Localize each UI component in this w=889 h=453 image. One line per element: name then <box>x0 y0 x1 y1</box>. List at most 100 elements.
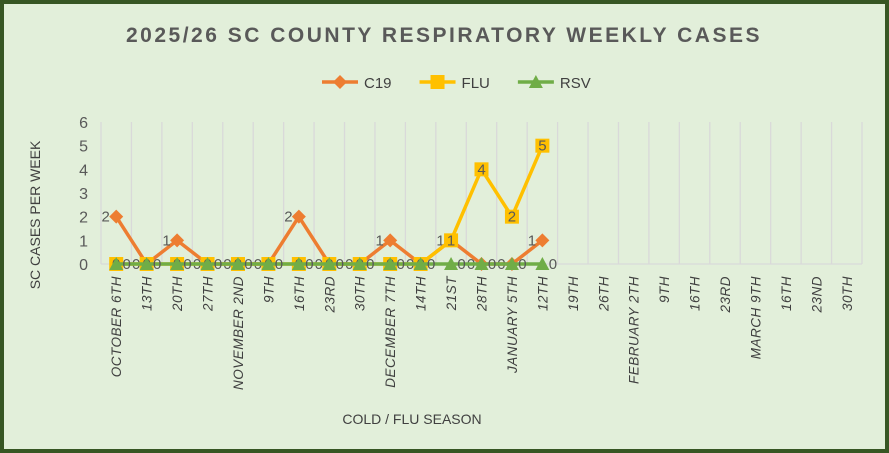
data-label: 1 <box>447 232 455 249</box>
y-tick-label: 1 <box>79 233 88 250</box>
legend-item-flu: FLU <box>419 75 490 92</box>
data-label: 0 <box>366 256 374 273</box>
y-tick-label: 4 <box>79 162 88 179</box>
data-label: 0 <box>305 256 313 273</box>
data-label: 1 <box>528 232 536 249</box>
x-tick-label: 21ST <box>444 275 459 312</box>
x-tick-label: 9TH <box>657 276 672 303</box>
x-axis-title: COLD / FLU SEASON <box>342 411 481 427</box>
x-tick-label: 9TH <box>261 276 276 303</box>
x-tick-label: 23RD <box>718 276 733 314</box>
data-point-marker <box>535 257 550 270</box>
x-tick-label: 27TH <box>201 276 216 312</box>
data-point-marker <box>535 233 550 248</box>
x-tick-label: 20TH <box>170 276 185 312</box>
y-tick-label: 6 <box>79 115 88 132</box>
legend-marker-diamond-icon <box>333 75 347 89</box>
data-point-marker <box>535 138 550 153</box>
data-point-marker <box>504 257 519 270</box>
chart-title: 2025/26 SC COUNTY RESPIRATORY WEEKLY CAS… <box>126 24 762 47</box>
data-point-marker <box>352 257 367 270</box>
data-label: 0 <box>183 256 191 273</box>
data-point-marker <box>200 257 215 270</box>
data-point-marker <box>413 257 428 270</box>
data-label: 2 <box>508 209 516 226</box>
x-tick-label: JANUARY 5TH <box>505 276 520 374</box>
x-tick-label: 30TH <box>353 276 368 311</box>
data-point-marker <box>383 257 398 270</box>
legend-label: RSV <box>560 75 591 92</box>
data-point-marker <box>291 209 306 224</box>
x-tick-label: 16TH <box>779 276 794 311</box>
data-label: 0 <box>336 256 344 273</box>
series-flu: 000000000001425 <box>109 138 550 273</box>
data-label: 0 <box>457 256 465 273</box>
y-axis-title: SC CASES PER WEEK <box>27 140 43 289</box>
data-label: 0 <box>549 256 557 273</box>
data-point-marker <box>291 257 306 270</box>
data-label: 0 <box>123 256 131 273</box>
y-tick-label: 3 <box>79 186 88 203</box>
legend-marker-square-icon <box>430 75 445 89</box>
x-tick-label: NOVEMBER 2ND <box>231 276 246 390</box>
x-tick-label: 30TH <box>840 276 855 311</box>
data-point-marker <box>444 233 459 248</box>
data-point-marker <box>109 257 124 270</box>
legend-label: C19 <box>364 75 392 92</box>
legend-marker-triangle-icon <box>528 75 543 88</box>
data-point-marker <box>474 162 489 177</box>
data-label: 1 <box>376 232 384 249</box>
data-label: 0 <box>397 256 405 273</box>
data-point-marker <box>504 209 519 224</box>
y-axis-ticks: 0 1 2 3 4 5 6 <box>79 115 88 274</box>
y-tick-label: 5 <box>79 139 88 156</box>
y-tick-label: 2 <box>79 210 88 227</box>
data-label: 0 <box>427 256 435 273</box>
data-label: 2 <box>284 209 292 226</box>
data-point-marker <box>109 209 124 224</box>
x-tick-label: 19TH <box>566 276 581 311</box>
x-tick-label: DECEMBER 7TH <box>383 276 398 388</box>
data-point-marker <box>322 257 337 270</box>
legend-item-c19: C19 <box>322 75 392 92</box>
x-tick-label: 23ND <box>809 276 824 314</box>
data-point-marker <box>474 257 489 270</box>
data-point-marker <box>230 257 245 270</box>
x-axis-ticks: OCTOBER 6TH 13TH 20TH 27TH NOVEMBER 2ND 9TH 16… <box>109 275 855 390</box>
x-tick-label: 23RD <box>322 276 337 314</box>
x-tick-label: FEBRUARY 2TH <box>627 276 642 384</box>
data-label: 0 <box>214 256 222 273</box>
x-tick-label: 26TH <box>596 276 611 312</box>
x-tick-label: 13TH <box>140 276 155 311</box>
y-tick-label: 0 <box>79 257 88 274</box>
data-label: 0 <box>518 256 526 273</box>
data-point-marker <box>261 257 276 270</box>
series-group: 2010002001010010000000000014250000000000… <box>102 138 558 273</box>
legend: C19 FLU RSV <box>322 75 591 92</box>
legend-label: FLU <box>462 75 490 92</box>
data-point-marker <box>170 257 185 270</box>
x-tick-label: 16TH <box>688 276 703 311</box>
gridlines <box>100 122 863 265</box>
data-label: 4 <box>477 161 485 178</box>
data-label: 1 <box>436 232 444 249</box>
x-tick-label: 12TH <box>535 276 550 311</box>
data-label: 1 <box>162 232 170 249</box>
series-rsv: 0 0 0 0 0 0 0 0 0 0 0 0 0 0 0 <box>109 256 557 273</box>
x-tick-label: MARCH 9TH <box>748 276 763 359</box>
legend-item-rsv: RSV <box>517 75 591 92</box>
data-point-marker <box>383 233 398 248</box>
data-label: 0 <box>244 256 252 273</box>
x-tick-label: OCTOBER 6TH <box>109 276 124 377</box>
data-label: 0 <box>153 256 161 273</box>
data-label: 2 <box>102 209 110 226</box>
data-label: 0 <box>488 256 496 273</box>
data-label: 5 <box>538 138 546 155</box>
x-tick-label: 16TH <box>292 276 307 311</box>
data-point-marker <box>444 257 459 270</box>
x-tick-label: 28TH <box>475 276 490 312</box>
x-tick-label: 14TH <box>414 276 429 311</box>
data-point-marker <box>139 257 154 270</box>
data-point-marker <box>170 233 185 248</box>
